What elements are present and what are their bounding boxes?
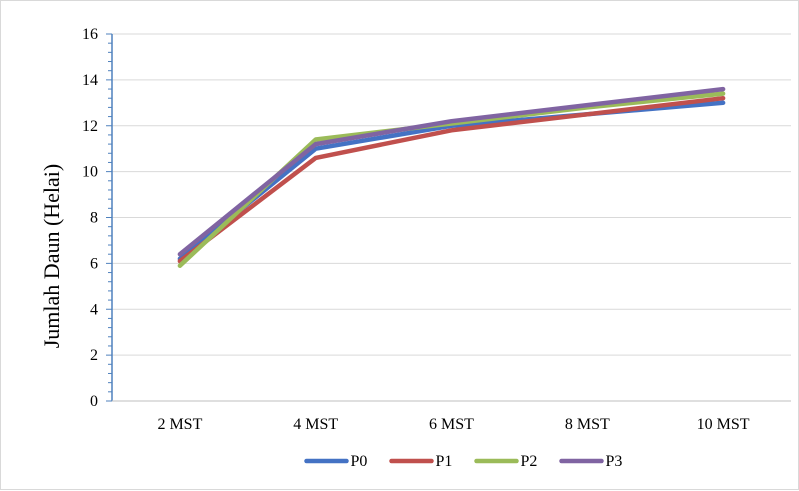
axes: 0 2 4 6 8 10 12 14 16 2 MST 4 MST 6 MST 8 MST 10 MST (82, 26, 791, 433)
y-axis-title: Jumlah Daun (Helai) (39, 164, 64, 349)
series-line-p1 (177, 95, 726, 264)
legend: P0 P1 P2 P3 (304, 453, 623, 470)
y-tick-label: 4 (90, 301, 98, 318)
series-line-p3 (177, 86, 726, 257)
legend-label-p1: P1 (436, 453, 453, 470)
x-tick-label: 10 MST (697, 416, 750, 433)
legend-label-p3: P3 (606, 453, 623, 470)
gridlines (112, 33, 791, 356)
x-tick-label: 6 MST (429, 416, 474, 433)
x-tick-label: 2 MST (157, 416, 202, 433)
series-lines (177, 86, 726, 268)
y-tick-label: 6 (90, 255, 98, 272)
y-tick-label: 0 (90, 393, 98, 410)
x-tick-label: 8 MST (565, 416, 610, 433)
y-tick-label: 12 (82, 118, 98, 135)
y-tick-label: 16 (82, 26, 98, 43)
legend-label-p0: P0 (351, 453, 368, 470)
y-tick-label: 8 (90, 210, 98, 227)
legend-label-p2: P2 (521, 453, 538, 470)
y-tick-label: 10 (82, 164, 98, 181)
x-tick-label: 4 MST (293, 416, 338, 433)
y-tick-label: 14 (82, 72, 98, 89)
y-tick-label: 2 (90, 347, 98, 364)
